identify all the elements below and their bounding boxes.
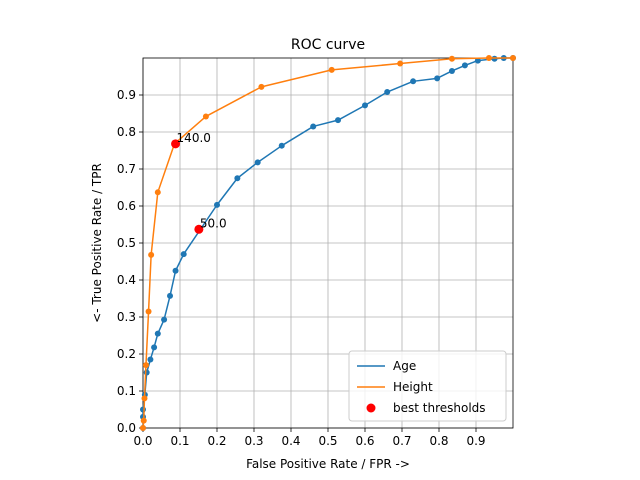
x-tick-label: 0.2 <box>207 434 226 448</box>
x-tick-label: 0.4 <box>281 434 300 448</box>
data-point-height <box>397 60 404 67</box>
y-tick-label: 0.9 <box>117 88 136 102</box>
data-point-age <box>474 57 481 64</box>
x-tick-label: 0.3 <box>244 434 263 448</box>
y-tick-label: 0.3 <box>117 310 136 324</box>
legend-box <box>348 350 507 422</box>
data-point-age <box>151 344 158 351</box>
y-tick-label: 0.6 <box>117 199 136 213</box>
data-point-age <box>143 369 150 376</box>
data-point-age <box>140 406 146 413</box>
data-point-height <box>485 55 492 61</box>
y-tick-label: 0.0 <box>117 421 136 435</box>
data-point-age <box>161 316 168 323</box>
best-threshold-label: 140.0 <box>177 131 211 145</box>
x-tick-label: 0.6 <box>355 434 374 448</box>
data-point-age <box>234 175 241 182</box>
data-point-height <box>328 66 335 73</box>
data-point-age <box>448 67 455 74</box>
data-point-age <box>384 89 391 96</box>
data-point-age <box>214 201 220 208</box>
chart-title: ROC curve <box>291 37 365 53</box>
series-layer <box>140 55 516 431</box>
data-point-height <box>142 362 149 369</box>
data-point-age <box>334 117 341 124</box>
x-tick-label: 0.8 <box>429 434 448 448</box>
plot-frame <box>142 57 514 429</box>
legend-item-height-label: Height <box>393 380 433 394</box>
y-tick-label: 0.8 <box>117 125 136 139</box>
data-point-age <box>362 102 368 109</box>
data-point-height <box>145 308 152 315</box>
data-point-height <box>140 425 146 431</box>
best-threshold-point <box>194 224 204 234</box>
data-point-age <box>172 267 179 274</box>
x-tick-label: 0.5 <box>318 434 337 448</box>
x-tick-label: 0.0 <box>133 434 152 448</box>
data-point-height <box>258 83 265 90</box>
best-thresholds-layer: 140.0 50.0 <box>171 131 227 234</box>
data-point-height <box>510 55 516 61</box>
data-point-height <box>140 417 147 424</box>
best-threshold-point <box>171 139 181 149</box>
y-tick-label: 0.4 <box>117 273 136 287</box>
data-point-age <box>310 123 317 130</box>
data-point-height <box>148 251 155 258</box>
data-point-age <box>461 62 468 69</box>
data-point-age <box>154 330 161 337</box>
data-point-height <box>154 189 161 196</box>
y-tick-label: 0.1 <box>117 384 136 398</box>
x-tick-label: 0.7 <box>392 434 411 448</box>
data-point-height <box>141 395 148 402</box>
data-point-age <box>410 78 417 85</box>
data-point-age <box>147 356 154 363</box>
data-point-age <box>167 292 174 299</box>
legend-item-age-label: Age <box>393 359 416 373</box>
data-point-age <box>254 159 261 166</box>
y-tick-label: 0.2 <box>117 347 136 361</box>
y-tick-label: 0.7 <box>117 162 136 176</box>
data-point-height <box>448 55 455 62</box>
x-tick-label: 0.1 <box>170 434 189 448</box>
axes: 0.0 0.1 0.2 0.3 0.4 0.5 0.6 0.7 0.8 0.9 0.0 0.1 0.2 0… <box>117 57 514 448</box>
data-point-age <box>434 75 441 82</box>
y-tick-label: 0.5 <box>117 236 136 250</box>
legend: Age Height best thresholds <box>348 350 507 422</box>
legend-item-best-thresholds-label: best thresholds <box>393 401 486 415</box>
data-point-age <box>180 251 187 258</box>
x-tick-label: 0.9 <box>466 434 485 448</box>
x-axis-label: False Positive Rate / FPR -> <box>246 457 410 471</box>
y-axis-label: <- True Positive Rate / TPR <box>90 163 104 323</box>
data-point-age <box>278 142 285 149</box>
best-threshold-label: 50.0 <box>200 216 227 230</box>
legend-item-best-thresholds-swatch <box>366 403 376 413</box>
data-point-height <box>202 113 209 120</box>
